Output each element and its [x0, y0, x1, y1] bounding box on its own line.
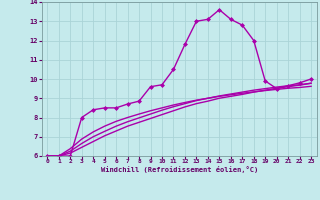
- X-axis label: Windchill (Refroidissement éolien,°C): Windchill (Refroidissement éolien,°C): [100, 166, 258, 173]
